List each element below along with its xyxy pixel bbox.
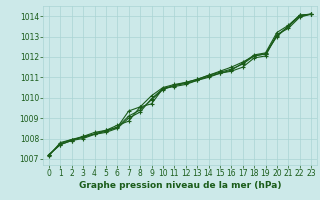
X-axis label: Graphe pression niveau de la mer (hPa): Graphe pression niveau de la mer (hPa) xyxy=(79,181,281,190)
